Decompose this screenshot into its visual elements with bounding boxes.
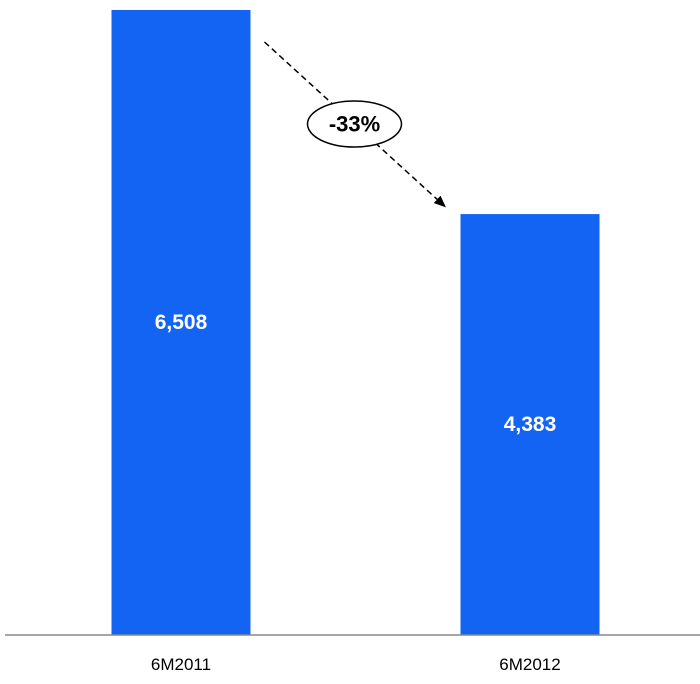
change-label: -33% [329, 112, 380, 137]
bar-6M2011 [111, 10, 251, 635]
category-label-6M2012: 6M2012 [499, 655, 560, 674]
change-annotation: -33% [263, 41, 446, 208]
category-label-6M2011: 6M2011 [151, 655, 211, 674]
value-label-6M2011: 6,508 [155, 311, 208, 334]
bar-6M2012 [460, 214, 600, 636]
change-ellipse [306, 100, 403, 148]
value-label-6M2012: 4,383 [504, 413, 557, 436]
